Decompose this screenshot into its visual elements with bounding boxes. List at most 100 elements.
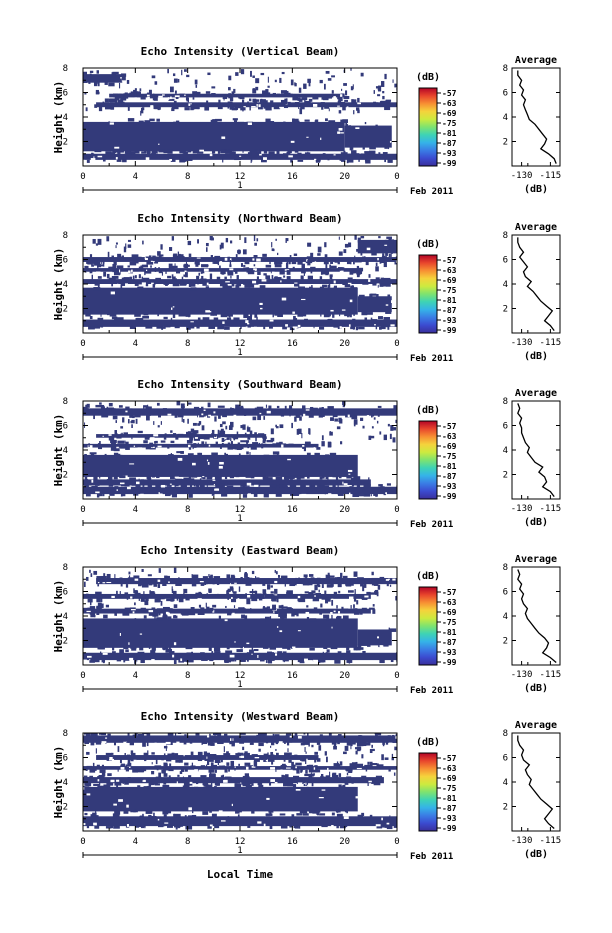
echo-speckle bbox=[270, 100, 274, 104]
echo-speckle bbox=[115, 242, 118, 245]
echo-speckle bbox=[143, 615, 147, 619]
echo-gap bbox=[287, 458, 291, 461]
echo-speckle bbox=[287, 782, 294, 787]
echo-speckle bbox=[162, 784, 170, 789]
echo-speckle bbox=[265, 813, 273, 816]
echo-speckle bbox=[393, 427, 397, 431]
echo-speckle bbox=[141, 276, 144, 280]
echo-speckle bbox=[388, 236, 392, 241]
y-tick-label: 8 bbox=[63, 231, 68, 241]
echo-speckle bbox=[389, 628, 397, 632]
echo-speckle bbox=[329, 431, 332, 435]
echo-speckle bbox=[95, 591, 102, 595]
echo-speckle bbox=[346, 741, 353, 746]
echo-speckle bbox=[238, 453, 241, 457]
echo-speckle bbox=[208, 576, 213, 580]
avg-x-tick-label: -115 bbox=[540, 338, 562, 348]
echo-speckle bbox=[215, 441, 218, 447]
echo-gap bbox=[330, 612, 333, 614]
echo-speckle bbox=[106, 573, 111, 579]
echo-speckle bbox=[299, 476, 303, 479]
echo-speckle bbox=[358, 294, 365, 298]
echo-speckle bbox=[309, 484, 312, 488]
echo-speckle bbox=[192, 430, 199, 434]
echo-gap bbox=[222, 321, 225, 324]
echo-speckle bbox=[237, 814, 240, 818]
echo-speckle bbox=[114, 96, 120, 101]
echo-speckle bbox=[130, 421, 132, 424]
echo-speckle bbox=[243, 282, 250, 285]
echo-gap bbox=[171, 485, 175, 487]
echo-speckle bbox=[262, 90, 267, 95]
echo-speckle bbox=[283, 775, 286, 778]
echo-speckle bbox=[117, 746, 120, 752]
echo-speckle bbox=[105, 752, 113, 756]
avg-x-tick-label: -115 bbox=[540, 504, 562, 514]
echo-speckle bbox=[379, 576, 385, 581]
echo-speckle bbox=[282, 153, 287, 157]
y-tick-label: 2 bbox=[63, 305, 68, 315]
date-label: Feb 2011 bbox=[410, 852, 453, 862]
echo-gap bbox=[297, 630, 301, 632]
echo-speckle bbox=[285, 733, 292, 736]
echo-speckle bbox=[90, 658, 96, 661]
echo-speckle bbox=[85, 107, 88, 112]
echo-gap bbox=[246, 642, 250, 645]
echo-gap bbox=[151, 282, 154, 285]
echo-speckle bbox=[377, 414, 380, 417]
echo-speckle bbox=[305, 758, 307, 764]
echo-speckle bbox=[129, 151, 136, 155]
echo-speckle bbox=[201, 275, 204, 280]
echo-speckle bbox=[192, 422, 197, 426]
echo-speckle bbox=[125, 766, 130, 772]
echo-speckle bbox=[308, 769, 316, 773]
echo-speckle bbox=[184, 734, 187, 737]
echo-speckle bbox=[285, 486, 289, 491]
echo-speckle bbox=[301, 271, 306, 274]
echo-gap bbox=[188, 103, 192, 106]
echo-speckle bbox=[257, 415, 261, 421]
echo-speckle bbox=[148, 612, 155, 616]
echo-gap bbox=[285, 767, 291, 769]
echo-speckle bbox=[109, 94, 114, 97]
echo-gap bbox=[158, 143, 160, 145]
echo-speckle bbox=[202, 811, 209, 815]
echo-gap bbox=[327, 767, 329, 771]
echo-speckle bbox=[127, 118, 135, 122]
echo-speckle bbox=[290, 493, 297, 496]
echo-speckle bbox=[342, 575, 348, 579]
echo-speckle bbox=[336, 824, 339, 829]
echo-speckle bbox=[209, 579, 212, 583]
echo-speckle bbox=[220, 758, 223, 763]
echo-speckle bbox=[212, 261, 214, 264]
echo-gap bbox=[219, 461, 224, 465]
echo-speckle bbox=[280, 825, 288, 829]
echo-block bbox=[83, 786, 358, 812]
echo-speckle bbox=[197, 407, 204, 411]
echo-speckle bbox=[244, 410, 247, 416]
echo-speckle bbox=[134, 150, 140, 154]
echo-speckle bbox=[120, 408, 123, 414]
echo-speckle bbox=[297, 428, 302, 435]
echo-gap bbox=[313, 767, 316, 770]
echo-gap bbox=[294, 282, 298, 284]
echo-speckle bbox=[365, 159, 371, 164]
echo-speckle bbox=[201, 741, 208, 745]
echo-speckle bbox=[333, 763, 340, 767]
echo-gap bbox=[239, 155, 242, 157]
echo-speckle bbox=[299, 810, 304, 814]
echo-speckle bbox=[301, 275, 304, 280]
echo-speckle bbox=[203, 580, 206, 584]
echo-gap bbox=[306, 259, 308, 262]
echo-speckle bbox=[386, 825, 393, 830]
echo-speckle bbox=[302, 445, 307, 449]
echo-speckle bbox=[351, 270, 354, 274]
echo-gap bbox=[161, 484, 166, 488]
echo-speckle bbox=[380, 486, 385, 490]
echo-speckle bbox=[151, 816, 157, 820]
echo-speckle bbox=[331, 812, 335, 816]
echo-speckle bbox=[337, 261, 340, 265]
echo-speckle bbox=[109, 313, 117, 317]
echo-gap bbox=[254, 484, 259, 487]
echo-speckle bbox=[114, 430, 118, 435]
